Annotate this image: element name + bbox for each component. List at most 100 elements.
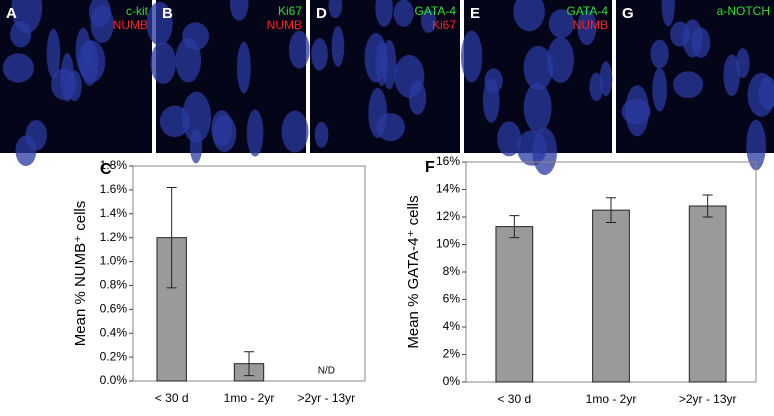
nucleus [311,38,328,71]
y-tick-label: 0.2% [100,349,128,363]
y-tick-label: 4% [443,319,461,333]
panel-label: C [100,161,112,178]
bar [688,205,727,383]
y-tick-label: 1.6% [100,182,128,196]
channel-label: Ki67 [278,4,302,18]
error-bar [702,194,713,218]
panel-label: E [470,5,480,22]
nucleus [175,37,202,83]
y-axis-label: Mean % GATA-4⁺ cells [405,195,422,348]
panel-label: A [6,5,17,22]
nucleus [460,30,483,83]
y-tick-label: 8% [443,264,461,278]
nucleus [331,26,345,67]
nucleus [625,85,650,137]
nucleus [661,0,675,27]
bar [495,226,534,383]
nucleus [146,1,173,46]
x-tick-label: 1mo - 2yr [224,391,275,405]
y-tick-label: 6% [443,292,461,306]
nucleus [393,0,414,27]
nucleus [532,127,558,176]
nucleus [236,41,251,94]
y-tick-label: 0% [443,374,461,388]
channel-label: a-NOTCH [717,4,770,18]
y-tick-label: 0.6% [100,302,128,316]
nucleus [10,20,32,48]
nucleus [181,91,212,143]
y-tick-label: 2% [443,347,461,361]
nucleus [246,109,264,157]
nucleus [2,53,34,83]
channel-label: NUMB [267,18,302,32]
nucleus [589,72,604,102]
nucleus [735,48,750,78]
nucleus [652,67,667,112]
error-bar [244,351,254,377]
nucleus [746,119,766,171]
nucleus [189,129,203,164]
nucleus [288,30,310,69]
nucleus [691,27,711,58]
panel-label: G [622,5,634,22]
nucleus [758,76,774,110]
y-tick-label: 10% [436,237,460,251]
nucleus [150,42,176,85]
y-tick-label: 12% [436,209,460,223]
y-tick-label: 1.8% [100,158,128,172]
nucleus [547,36,575,83]
panel-label: F [425,159,435,176]
channel-label: GATA-4 [414,4,456,18]
panel-label: D [316,5,327,22]
channel-label: NUMB [573,18,608,32]
nucleus [51,68,77,101]
y-tick-label: 0.0% [100,373,128,387]
y-tick-label: 1.4% [100,206,128,220]
nucleus [328,0,343,19]
nucleus [482,78,500,123]
x-tick-label: < 30 d [497,392,531,406]
nucleus [212,114,237,153]
nucleus [523,45,554,91]
nucleus [25,119,47,151]
error-bar [606,197,616,223]
nucleus [78,40,106,83]
y-tick-label: 1.0% [100,254,128,268]
nucleus [513,0,545,32]
nucleus [364,33,388,83]
x-tick-label: < 30 d [155,391,189,405]
channel-label: Ki67 [432,18,456,32]
nucleus [673,71,704,99]
nucleus [723,54,741,97]
nucleus [548,9,575,38]
nucleus [375,0,393,27]
nucleus [577,9,597,46]
y-tick-label: 1.2% [100,230,128,244]
channel-label: c-kit [126,4,149,18]
y-axis-label: Mean % NUMB⁺ cells [72,201,89,346]
nucleus [497,121,522,157]
value-label: N/D [318,366,335,377]
nucleus [90,5,114,43]
y-tick-label: 16% [436,154,460,168]
y-tick-label: 0.8% [100,278,128,292]
nucleus [394,54,425,98]
error-bar [509,215,520,239]
nucleus [229,0,249,21]
nucleus [368,88,388,139]
nucleus [420,8,437,33]
nucleus [314,121,329,148]
nucleus [650,39,669,69]
error-bar [166,187,177,289]
channel-label: NUMB [113,18,148,32]
bar [592,209,630,383]
nucleus [523,82,552,133]
x-tick-label: 1mo - 2yr [586,392,637,406]
nucleus [281,110,309,153]
x-tick-label: >2yr - 13yr [297,391,355,405]
nucleus [670,21,690,47]
panel-label: B [162,5,173,22]
channel-label: GATA-4 [566,4,608,18]
x-tick-label: >2yr - 13yr [679,392,737,406]
